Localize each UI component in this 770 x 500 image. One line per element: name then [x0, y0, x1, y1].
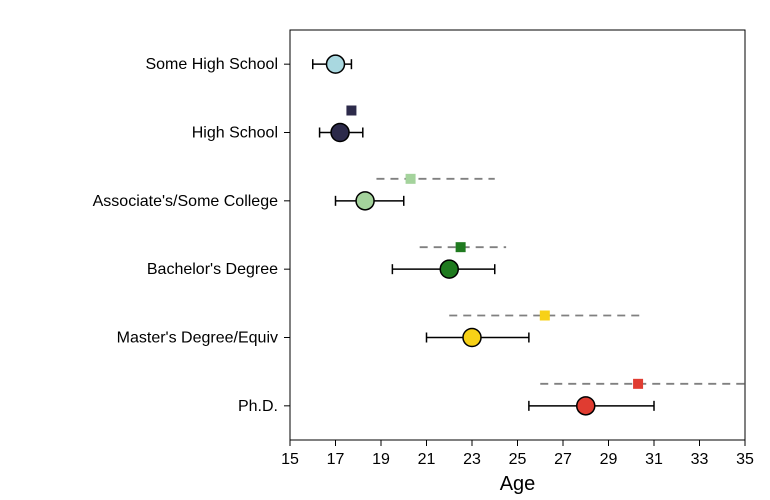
secondary-marker	[456, 242, 466, 252]
primary-marker	[463, 329, 481, 347]
chart-bg	[0, 0, 770, 500]
primary-marker	[577, 397, 595, 415]
x-tick-label: 19	[372, 451, 390, 468]
x-axis-label: Age	[500, 473, 536, 495]
primary-marker	[327, 55, 345, 73]
secondary-marker	[633, 379, 643, 389]
primary-marker	[356, 192, 374, 210]
x-tick-label: 21	[418, 451, 436, 468]
x-tick-label: 29	[600, 451, 618, 468]
y-category-label: Ph.D.	[238, 398, 278, 415]
secondary-marker	[540, 311, 550, 321]
x-tick-label: 35	[736, 451, 754, 468]
secondary-marker	[346, 106, 356, 116]
y-category-label: High School	[192, 125, 278, 142]
x-tick-label: 23	[463, 451, 481, 468]
primary-marker	[440, 260, 458, 278]
secondary-marker	[406, 174, 416, 184]
dot-whisker-chart: 15 17 19 21 23 25 27 29 31 33 35 Age Some High Schoo…	[0, 0, 770, 500]
y-category-label: Associate's/Some College	[93, 193, 278, 210]
x-tick-label: 31	[645, 451, 663, 468]
y-category-label: Some High School	[145, 56, 278, 73]
x-tick-label: 15	[281, 451, 299, 468]
x-tick-label: 17	[327, 451, 345, 468]
y-category-label: Bachelor's Degree	[147, 261, 278, 278]
x-tick-label: 27	[554, 451, 572, 468]
x-tick-label: 25	[509, 451, 527, 468]
x-tick-label: 33	[691, 451, 709, 468]
y-category-label: Master's Degree/Equiv	[117, 330, 278, 347]
chart-container: 15 17 19 21 23 25 27 29 31 33 35 Age Some High Schoo…	[0, 0, 770, 500]
primary-marker	[331, 124, 349, 142]
